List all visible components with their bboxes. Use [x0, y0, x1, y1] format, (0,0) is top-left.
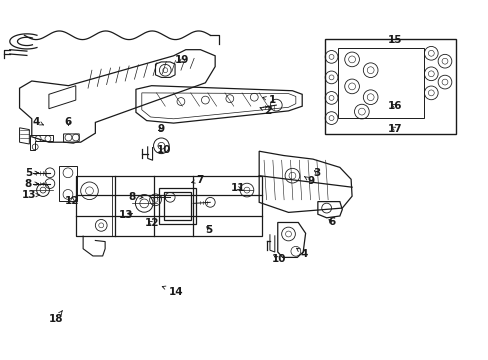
Text: 14: 14 [162, 286, 183, 297]
Bar [76, 176, 261, 236]
Text: 5: 5 [25, 168, 38, 178]
Text: 15: 15 [387, 35, 402, 45]
Bar [163, 192, 190, 220]
Text: 6: 6 [327, 217, 334, 228]
Text: 1: 1 [262, 95, 276, 105]
Text: 4: 4 [296, 248, 307, 259]
Text: 9: 9 [304, 176, 314, 186]
Text: 8: 8 [25, 179, 38, 189]
Text: 2: 2 [260, 106, 271, 116]
Text: 3: 3 [313, 168, 320, 178]
Text: 12: 12 [65, 196, 80, 206]
Text: 13: 13 [119, 210, 133, 220]
Text: 11: 11 [230, 183, 244, 193]
Text: 9: 9 [158, 124, 164, 134]
Text: 18: 18 [49, 311, 63, 324]
Text: 17: 17 [387, 124, 402, 134]
Text: 12: 12 [144, 218, 159, 228]
Text: 5: 5 [205, 225, 212, 235]
Text: 19: 19 [174, 55, 189, 66]
Text: 16: 16 [387, 101, 402, 111]
Bar [325, 39, 455, 134]
Text: 4: 4 [33, 117, 43, 127]
Text: 7: 7 [191, 175, 203, 185]
Bar [159, 188, 195, 224]
Bar [338, 48, 423, 118]
Text: 10: 10 [156, 145, 171, 156]
Text: 13: 13 [22, 190, 40, 200]
Text: 10: 10 [271, 254, 285, 264]
Text: 6: 6 [65, 117, 72, 127]
Text: 8: 8 [128, 192, 142, 202]
